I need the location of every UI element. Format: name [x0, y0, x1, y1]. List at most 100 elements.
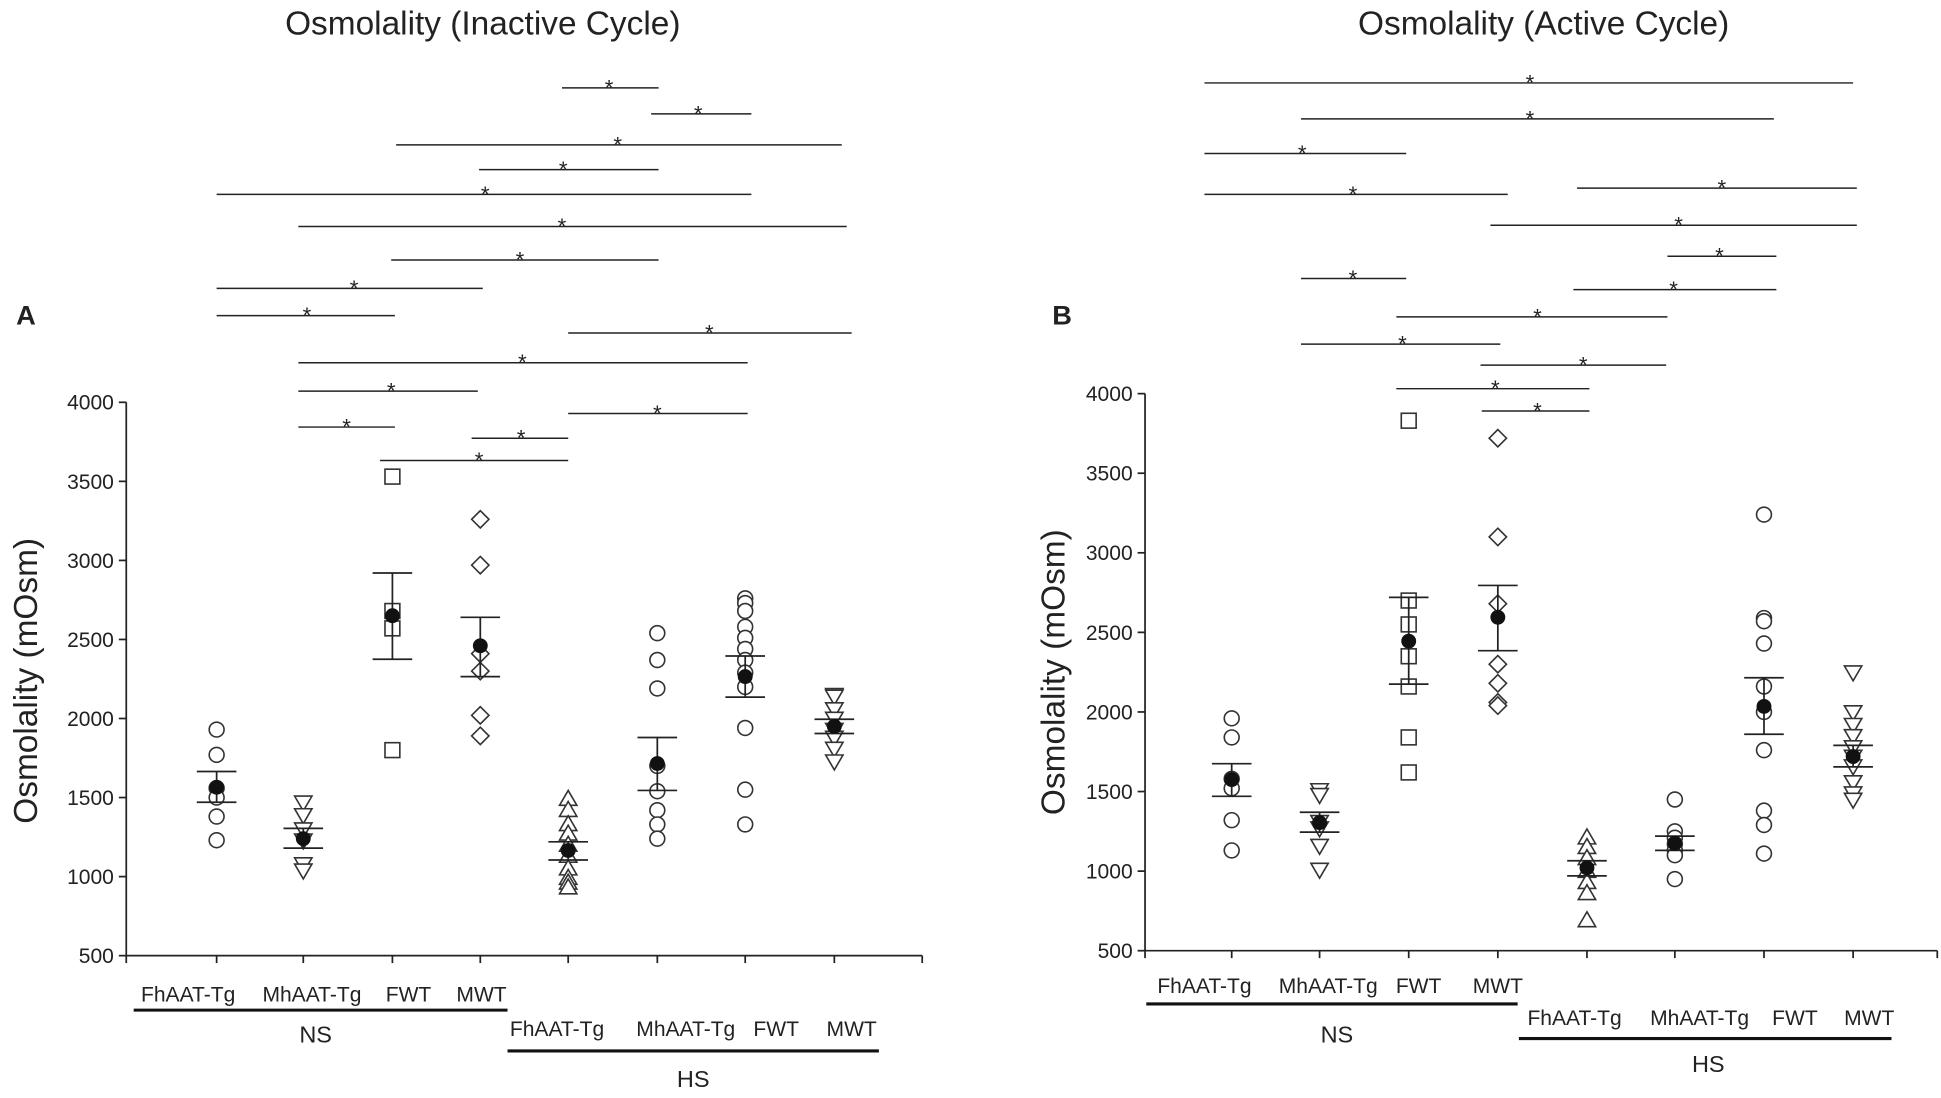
group-label: HS: [677, 1066, 710, 1092]
panel-label: B: [1052, 299, 1072, 330]
y-tick-label: 4000: [1086, 383, 1133, 406]
significance-label: *: [1533, 398, 1542, 423]
y-tick-label: 1500: [67, 787, 114, 810]
mean-marker: [560, 843, 576, 858]
significance-label: *: [1669, 277, 1678, 302]
significance-label: *: [1526, 106, 1535, 131]
significance-label: *: [517, 426, 526, 451]
significance-label: *: [694, 101, 703, 126]
data-point: [208, 808, 225, 825]
data-point: [649, 830, 666, 847]
x-tick-label: MhAAT-Tg: [1650, 1007, 1749, 1030]
y-tick-label: 500: [1098, 940, 1133, 963]
mean-marker: [1312, 815, 1328, 830]
mean-marker: [1845, 749, 1861, 764]
data-point: [1400, 412, 1417, 429]
data-point: [649, 624, 666, 642]
significance-label: *: [475, 448, 484, 473]
data-point: [649, 651, 666, 669]
data-point: [208, 746, 225, 764]
data-point: [1309, 787, 1330, 805]
mean-marker: [1401, 633, 1417, 649]
data-point: [1843, 704, 1864, 723]
mean-marker: [1579, 860, 1595, 876]
mean-marker: [737, 669, 753, 685]
data-point: [736, 602, 754, 620]
x-tick-label: FWT: [1396, 975, 1442, 998]
mean-marker: [1667, 835, 1683, 851]
data-point: [1843, 717, 1864, 735]
x-tick-label: MhAAT-Tg: [1279, 975, 1378, 998]
y-tick-label: 2500: [1086, 622, 1133, 645]
significance-label: *: [1491, 376, 1500, 401]
y-tick-label: 500: [79, 945, 114, 968]
data-point: [384, 468, 401, 485]
significance-label: *: [1718, 176, 1727, 201]
data-point: [470, 705, 491, 726]
significance-label: *: [559, 157, 568, 182]
data-point: [824, 741, 845, 759]
x-tick-label: MhAAT-Tg: [636, 1018, 735, 1041]
data-point: [293, 795, 314, 813]
significance-label: *: [1349, 266, 1358, 291]
data-point: [1488, 527, 1508, 547]
data-point: [1843, 774, 1864, 793]
y-tick-label: 2500: [67, 629, 114, 652]
data-point: [1843, 792, 1864, 810]
x-tick-label: FhAAT-Tg: [1527, 1007, 1621, 1030]
data-point: [1666, 870, 1684, 888]
group-label: NS: [1321, 1021, 1354, 1047]
data-point: [824, 689, 845, 707]
y-tick-label: 1000: [67, 866, 114, 889]
mean-marker: [1756, 698, 1772, 714]
x-tick-label: MWT: [827, 1018, 877, 1041]
data-point: [1400, 764, 1417, 781]
data-point: [1488, 428, 1508, 449]
data-point: [1576, 910, 1598, 928]
significance-label: *: [1526, 70, 1535, 95]
data-point: [1576, 883, 1598, 901]
significance-label: *: [653, 401, 662, 426]
x-tick-label: FWT: [753, 1018, 799, 1041]
data-point: [208, 721, 225, 738]
significance-label: *: [1398, 332, 1407, 357]
x-tick-label: MWT: [456, 983, 506, 1006]
data-point: [558, 877, 579, 895]
significance-label: *: [1298, 141, 1307, 166]
group-label: NS: [299, 1021, 332, 1047]
y-tick-label: 2000: [67, 708, 114, 731]
chart-title: Osmolality (Active Cycle): [1358, 6, 1729, 43]
y-tick-label: 4000: [67, 392, 114, 415]
significance-label: *: [303, 303, 312, 328]
data-point: [1223, 710, 1240, 727]
data-point: [293, 807, 314, 826]
data-point: [1488, 654, 1508, 675]
y-tick-label: 1500: [1086, 781, 1133, 804]
data-point: [470, 726, 491, 746]
x-tick-label: FWT: [386, 983, 432, 1006]
group-label: HS: [1692, 1051, 1725, 1077]
mean-marker: [384, 608, 400, 624]
data-point: [1400, 729, 1417, 746]
significance-label: *: [613, 132, 622, 157]
data-point: [736, 816, 754, 833]
significance-label: *: [1533, 304, 1542, 329]
y-axis-label: Osmolality (mOsm): [8, 538, 45, 824]
data-point: [1755, 506, 1773, 523]
data-point: [649, 680, 666, 697]
data-point: [1223, 842, 1240, 859]
data-point: [1309, 838, 1330, 856]
y-axis-label: Osmolality (mOsm): [1036, 529, 1073, 815]
significance-label: *: [705, 320, 714, 345]
y-tick-label: 2000: [1086, 701, 1133, 724]
x-tick-label: MWT: [1473, 975, 1523, 998]
data-point: [1755, 816, 1773, 834]
mean-marker: [649, 756, 665, 771]
significance-label: *: [516, 247, 525, 272]
data-point: [1755, 613, 1773, 630]
data-point: [824, 754, 845, 772]
significance-label: *: [558, 214, 567, 239]
data-point: [1755, 845, 1773, 862]
data-point: [1843, 728, 1864, 747]
